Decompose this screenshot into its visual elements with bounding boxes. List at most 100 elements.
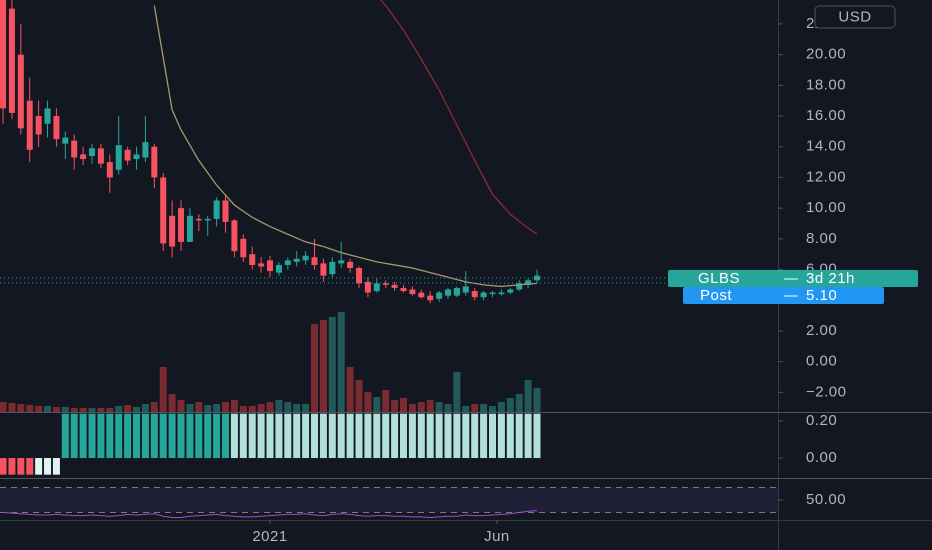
volume-bar: [533, 388, 541, 412]
moving-average: [380, 0, 538, 235]
symbol: GLBS: [698, 270, 740, 287]
candle-body: [169, 215, 176, 247]
histogram-bar: [284, 413, 292, 459]
candle-body: [320, 263, 327, 276]
histogram-bar: [489, 413, 497, 459]
histogram-bar: [70, 413, 78, 459]
volume-bar: [17, 404, 25, 412]
volume-bar: [213, 404, 221, 412]
volume-bar: [497, 402, 505, 412]
candle-body: [160, 177, 167, 244]
volume-bar: [150, 402, 158, 412]
histogram-bar: [524, 413, 532, 459]
volume-bar: [426, 400, 434, 412]
volume-bar: [346, 367, 354, 412]
volume-bar: [97, 408, 105, 412]
volume-bar: [70, 408, 78, 412]
candle-body: [311, 257, 318, 265]
histogram-bar: [44, 458, 52, 475]
currency-box[interactable]: [814, 5, 896, 29]
histogram-bar: [355, 413, 363, 459]
histogram-bar: [319, 413, 327, 459]
y-tick-label: 0.20: [806, 412, 837, 429]
volume-bar: [204, 405, 212, 412]
histogram-bar: [266, 413, 274, 459]
histogram-bar: [497, 413, 505, 459]
volume-bar: [417, 402, 425, 412]
candle-body: [364, 281, 371, 293]
candle-body: [195, 218, 202, 221]
candle-body: [142, 142, 149, 158]
volume-bar: [133, 407, 141, 412]
volume-bar: [257, 404, 265, 412]
histogram-bar: [417, 413, 425, 459]
histogram-bar: [79, 413, 87, 459]
histogram-bar: [311, 413, 319, 459]
candle-body: [284, 260, 291, 265]
volume-bar: [471, 404, 479, 412]
y-tick-label: 14.00: [806, 138, 846, 155]
histogram-bar: [346, 413, 354, 459]
candle-body: [267, 260, 274, 272]
volume-bar: [435, 402, 443, 412]
y-tick-label: 0.00: [806, 449, 837, 466]
currency: USD: [838, 8, 871, 25]
histogram-bar: [364, 413, 372, 459]
histogram-bar: [141, 413, 149, 459]
volume-bar: [444, 404, 452, 412]
y-tick-label: 0.00: [806, 353, 837, 370]
volume-bar: [328, 317, 336, 412]
y-tick-label: 12.00: [806, 168, 846, 185]
candle-body: [498, 292, 505, 295]
histogram-bar: [168, 413, 176, 459]
histogram-bar: [0, 458, 7, 475]
candle-body: [373, 283, 380, 292]
volume-bar: [506, 398, 514, 412]
candle-body: [480, 292, 487, 298]
volume-bar: [373, 397, 381, 412]
candle-body: [462, 286, 469, 293]
candle-body: [249, 254, 256, 265]
candle-body: [124, 149, 131, 161]
histogram-bar: [400, 413, 408, 459]
y-tick-label: −2.00: [806, 383, 846, 400]
histogram-bar: [35, 458, 43, 475]
y-tick-label: 8.00: [806, 230, 837, 247]
volume-bar: [489, 406, 497, 412]
histogram-bar: [302, 413, 310, 459]
candle-body: [0, 0, 7, 109]
candle-body: [17, 54, 24, 129]
session-price: 5.10: [806, 287, 837, 304]
candle-body: [240, 238, 247, 258]
candle-body: [507, 289, 514, 293]
volume-bar: [462, 406, 470, 412]
session-label: [683, 287, 884, 304]
volume-bar: [515, 394, 523, 412]
candle-body: [427, 295, 434, 301]
volume-bar: [275, 400, 283, 412]
candle-body: [53, 116, 60, 140]
volume-bar: [382, 390, 390, 412]
candle-body: [436, 292, 443, 299]
candle-body: [356, 268, 363, 284]
histogram-bar: [328, 413, 336, 459]
volume-bar: [26, 405, 34, 412]
histogram-bar: [480, 413, 488, 459]
candle-body: [222, 200, 229, 222]
volume-bar: [284, 402, 292, 412]
volume-bar: [44, 406, 52, 412]
candle-body: [8, 8, 15, 113]
volume-bar: [124, 405, 132, 412]
volume-bar: [230, 400, 238, 412]
candle-body: [329, 261, 336, 275]
candle-body: [204, 218, 211, 221]
volume-bar: [52, 407, 60, 412]
candle-body: [44, 108, 51, 124]
volume-bar: [61, 407, 69, 412]
candle-body: [258, 263, 265, 267]
volume-bar: [79, 408, 87, 412]
volume-bar: [168, 394, 176, 412]
x-tick-label: 2021: [252, 528, 287, 545]
histogram-bar: [26, 458, 34, 475]
